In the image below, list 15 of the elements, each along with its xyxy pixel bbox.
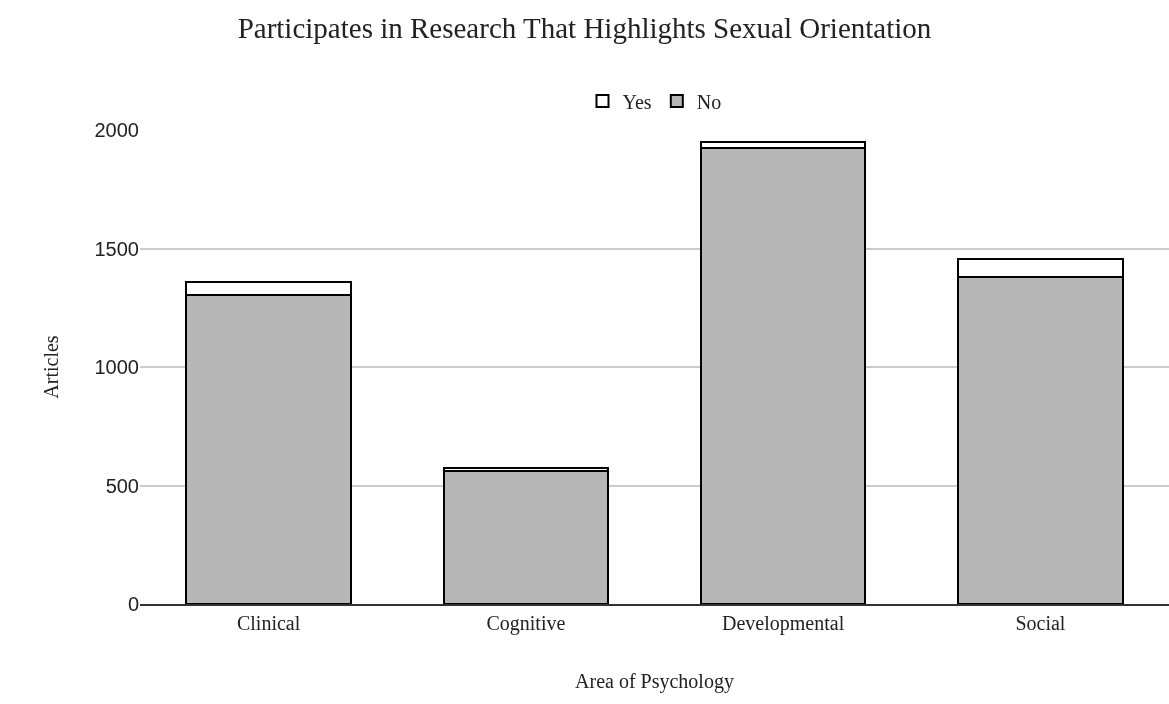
legend-label: No xyxy=(696,90,722,113)
y-axis-title: Articles xyxy=(40,335,62,399)
x-tick-label: Developmental xyxy=(722,612,845,635)
y-tick-label: 1000 xyxy=(94,356,139,378)
x-tick-label: Clinical xyxy=(236,612,301,634)
legend-label: Yes xyxy=(622,90,652,113)
chart-title: Participates in Research That Highlights Sexual Orientation xyxy=(237,11,932,44)
y-tick-label: 500 xyxy=(105,474,139,497)
y-tick-label: 0 xyxy=(127,593,139,615)
x-axis-title: Area of Psychology xyxy=(575,670,734,693)
x-tick-label: Social xyxy=(1015,612,1066,634)
bar xyxy=(442,469,610,604)
y-tick-label: 1500 xyxy=(94,237,139,260)
x-tick-label: Cognitive xyxy=(486,612,566,635)
y-tick-label: 2000 xyxy=(94,119,139,141)
